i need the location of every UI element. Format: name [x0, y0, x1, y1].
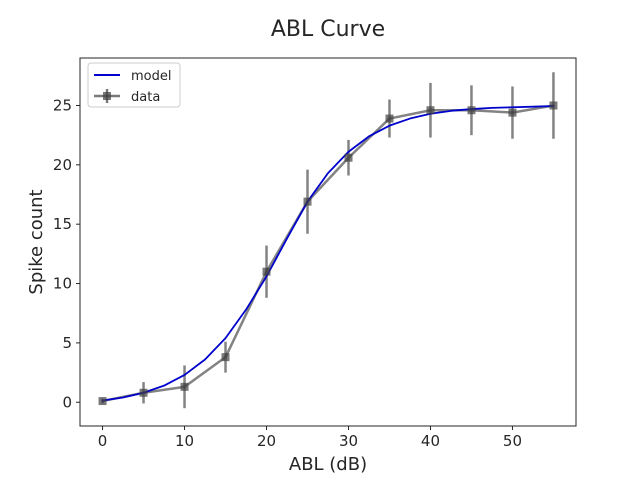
data-point-marker: [180, 382, 189, 391]
y-tick-label: 20: [53, 156, 72, 174]
plot-frame: [79, 57, 577, 427]
data-point-marker: [98, 397, 107, 406]
chart-title: ABL Curve: [271, 17, 385, 42]
x-tick-label: 30: [339, 432, 358, 450]
data-point-marker: [262, 267, 271, 276]
y-tick-label: 25: [53, 96, 72, 114]
x-axis-label: ABL (dB): [289, 454, 367, 475]
x-tick-label: 20: [257, 432, 276, 450]
data-series-line: [102, 104, 554, 403]
legend-data-label: data: [131, 90, 160, 105]
data-point-marker: [139, 388, 148, 397]
legend-model-label: model: [131, 69, 171, 84]
y-axis-label: Spike count: [26, 189, 47, 294]
chart-legend: model data: [87, 62, 181, 108]
plot-area: [98, 72, 558, 409]
data-point-marker: [385, 114, 394, 123]
data-point-marker: [467, 106, 476, 115]
data-point-marker: [508, 108, 517, 117]
x-tick-label: 50: [503, 432, 522, 450]
data-point-marker: [426, 106, 435, 115]
y-tick-label: 10: [53, 275, 72, 293]
data-point-marker: [549, 101, 558, 110]
y-tick-label: 15: [53, 215, 72, 233]
y-tick-label: 0: [62, 393, 72, 411]
x-tick-label: 0: [98, 432, 108, 450]
legend-data-marker: [103, 92, 111, 100]
data-point-marker: [303, 197, 312, 206]
data-point-marker: [344, 153, 353, 162]
model-series-line: [101, 105, 555, 402]
y-tick-label: 5: [62, 334, 72, 352]
x-tick-label: 10: [175, 432, 194, 450]
x-tick-label: 40: [421, 432, 440, 450]
data-point-marker: [221, 353, 230, 362]
axis-ticks: 0 10 20 30 40 50 0 5 10 15 20 25: [53, 96, 522, 450]
